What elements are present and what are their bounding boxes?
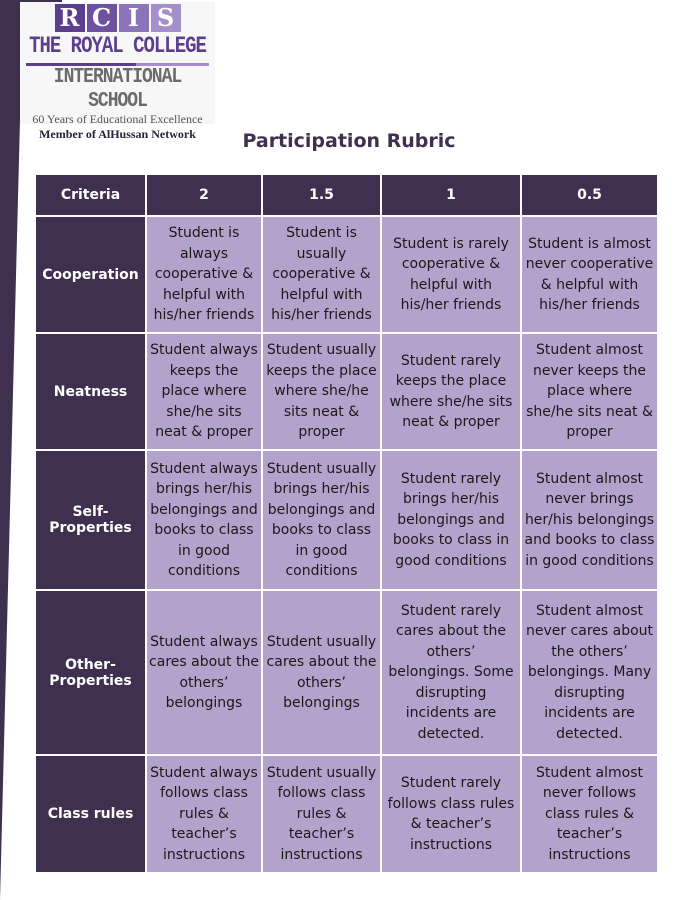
criteria-cell: Class rules xyxy=(34,754,147,874)
header-score: 1.5 xyxy=(261,173,382,217)
criteria-cell: Cooperation xyxy=(34,215,147,334)
descriptor-cell: Student is rarely cooperative & helpful … xyxy=(380,215,522,334)
header-score: 1 xyxy=(380,173,522,217)
header-score: 2 xyxy=(145,173,263,217)
descriptor-cell: Student is almost never cooperative & he… xyxy=(520,215,659,334)
descriptor-cell: Student rarely follows class rules & tea… xyxy=(380,754,522,874)
logo-line1: THE ROYAL COLLEGE xyxy=(29,32,207,60)
descriptor-cell: Student almost never keeps the place whe… xyxy=(520,332,659,451)
logo-divider xyxy=(26,63,209,66)
descriptor-cell: Student always keeps the place where she… xyxy=(145,332,263,451)
descriptor-cell: Student always cares about the others’ b… xyxy=(145,589,263,756)
header-row: Criteria 2 1.5 1 0.5 xyxy=(34,173,659,217)
logo-letter: I xyxy=(118,4,149,32)
descriptor-cell: Student almost never follows class rules… xyxy=(520,754,659,874)
descriptor-cell: Student almost never brings her/his belo… xyxy=(520,449,659,591)
logo-network: Member of AlHussan Network xyxy=(39,127,196,141)
descriptor-cell: Student is always cooperative & helpful … xyxy=(145,215,263,334)
rubric-table: Criteria 2 1.5 1 0.5 Cooperation Student … xyxy=(34,173,659,874)
header-score: 0.5 xyxy=(520,173,659,217)
logo-line2: INTERNATIONAL SCHOOL xyxy=(53,65,182,113)
criteria-cell: Neatness xyxy=(34,332,147,451)
logo-letter: C xyxy=(86,4,117,32)
header-criteria: Criteria xyxy=(34,173,147,217)
logo-letter: R xyxy=(54,4,85,32)
logo-letter: S xyxy=(150,4,181,32)
descriptor-cell: Student usually keeps the place where sh… xyxy=(261,332,382,451)
descriptor-cell: Student usually follows class rules & te… xyxy=(261,754,382,874)
table-row: Class rules Student always follows class … xyxy=(34,754,659,874)
descriptor-cell: Student is usually cooperative & helpful… xyxy=(261,215,382,334)
table-row: Self- Properties Student always brings her… xyxy=(34,449,659,591)
descriptor-cell: Student rarely cares about the others’ b… xyxy=(380,589,522,756)
descriptor-cell: Student almost never cares about the oth… xyxy=(520,589,659,756)
descriptor-cell: Student usually cares about the others’ … xyxy=(261,589,382,756)
page-title: Participation Rubric xyxy=(242,130,456,152)
logo-tagline: 60 Years of Educational Excellence xyxy=(32,112,203,126)
table-row: Neatness Student always keeps the place w… xyxy=(34,332,659,451)
descriptor-cell: Student rarely brings her/his belongings… xyxy=(380,449,522,591)
logo-letters: R C I S xyxy=(20,4,215,32)
descriptor-cell: Student usually brings her/his belonging… xyxy=(261,449,382,591)
descriptor-cell: Student always follows class rules & tea… xyxy=(145,754,263,874)
criteria-cell: Self- Properties xyxy=(34,449,147,591)
table-row: Cooperation Student is always cooperative… xyxy=(34,215,659,334)
school-logo: R C I S THE ROYAL COLLEGE INTERNATIONAL … xyxy=(20,2,215,141)
criteria-cell: Other- Properties xyxy=(34,589,147,756)
table-row: Other- Properties Student always cares abo… xyxy=(34,589,659,756)
descriptor-cell: Student rarely keeps the place where she… xyxy=(380,332,522,451)
descriptor-cell: Student always brings her/his belongings… xyxy=(145,449,263,591)
